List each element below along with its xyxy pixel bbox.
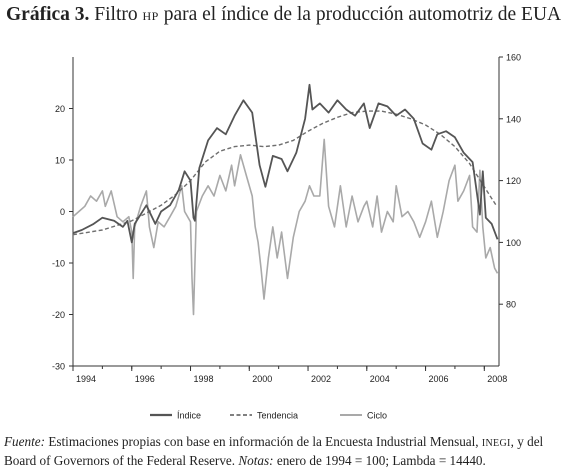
y-right-tick-label: 120 bbox=[506, 176, 521, 186]
y-right-tick-label: 140 bbox=[506, 114, 521, 124]
y-right-tick-label: 100 bbox=[506, 238, 521, 248]
x-tick-label: 1998 bbox=[194, 374, 214, 384]
title-text-a: Filtro bbox=[94, 4, 138, 25]
source-text-b: , y del Board of Governors of the Federa… bbox=[4, 434, 544, 468]
y-left-tick-label: -30 bbox=[52, 362, 65, 372]
y-left-tick-label: 0 bbox=[60, 207, 65, 217]
chart-title: Gráfica 3. Filtro HP para el índice de l… bbox=[6, 4, 561, 26]
x-tick-label: 1994 bbox=[76, 374, 96, 384]
x-tick-label: 2004 bbox=[370, 374, 390, 384]
x-tick-label: 2006 bbox=[429, 374, 449, 384]
legend: Índice Tendencia Ciclo bbox=[150, 411, 387, 421]
title-text-b: para el índice de la producción automotr… bbox=[163, 4, 562, 25]
series-indice bbox=[72, 83, 499, 244]
title-text-small: HP bbox=[142, 9, 159, 23]
series-tendencia bbox=[72, 110, 497, 236]
series-layer bbox=[72, 83, 499, 316]
notes-text: enero de 1994 = 100; Lambda = 14440. bbox=[276, 452, 486, 468]
x-tick-label: 1996 bbox=[135, 374, 155, 384]
notes-label: Notas: bbox=[238, 452, 274, 468]
source-note: Fuente: Estimaciones propias con base en… bbox=[4, 434, 574, 469]
y-right-tick-label: 160 bbox=[506, 53, 521, 63]
legend-label-ciclo: Ciclo bbox=[367, 411, 387, 421]
source-small: INEGI bbox=[481, 438, 511, 449]
x-tick-label: 2008 bbox=[487, 374, 507, 384]
title-label: Gráfica 3. bbox=[6, 4, 90, 25]
x-tick-label: 2002 bbox=[311, 374, 331, 384]
legend-label-tendencia: Tendencia bbox=[257, 411, 298, 421]
y-left-tick-label: 20 bbox=[55, 104, 65, 114]
y-left-tick-label: 10 bbox=[55, 156, 65, 166]
y-right-tick-label: 80 bbox=[506, 300, 516, 310]
y-left-tick-label: -20 bbox=[52, 310, 65, 320]
legend-label-indice: Índice bbox=[177, 411, 201, 421]
x-tick-label: 2000 bbox=[252, 374, 272, 384]
source-label: Fuente: bbox=[4, 434, 46, 449]
y-left-tick-label: -10 bbox=[52, 259, 65, 269]
source-text-a: Estimaciones propias con base en informa… bbox=[48, 434, 479, 449]
series-ciclo bbox=[72, 138, 499, 316]
